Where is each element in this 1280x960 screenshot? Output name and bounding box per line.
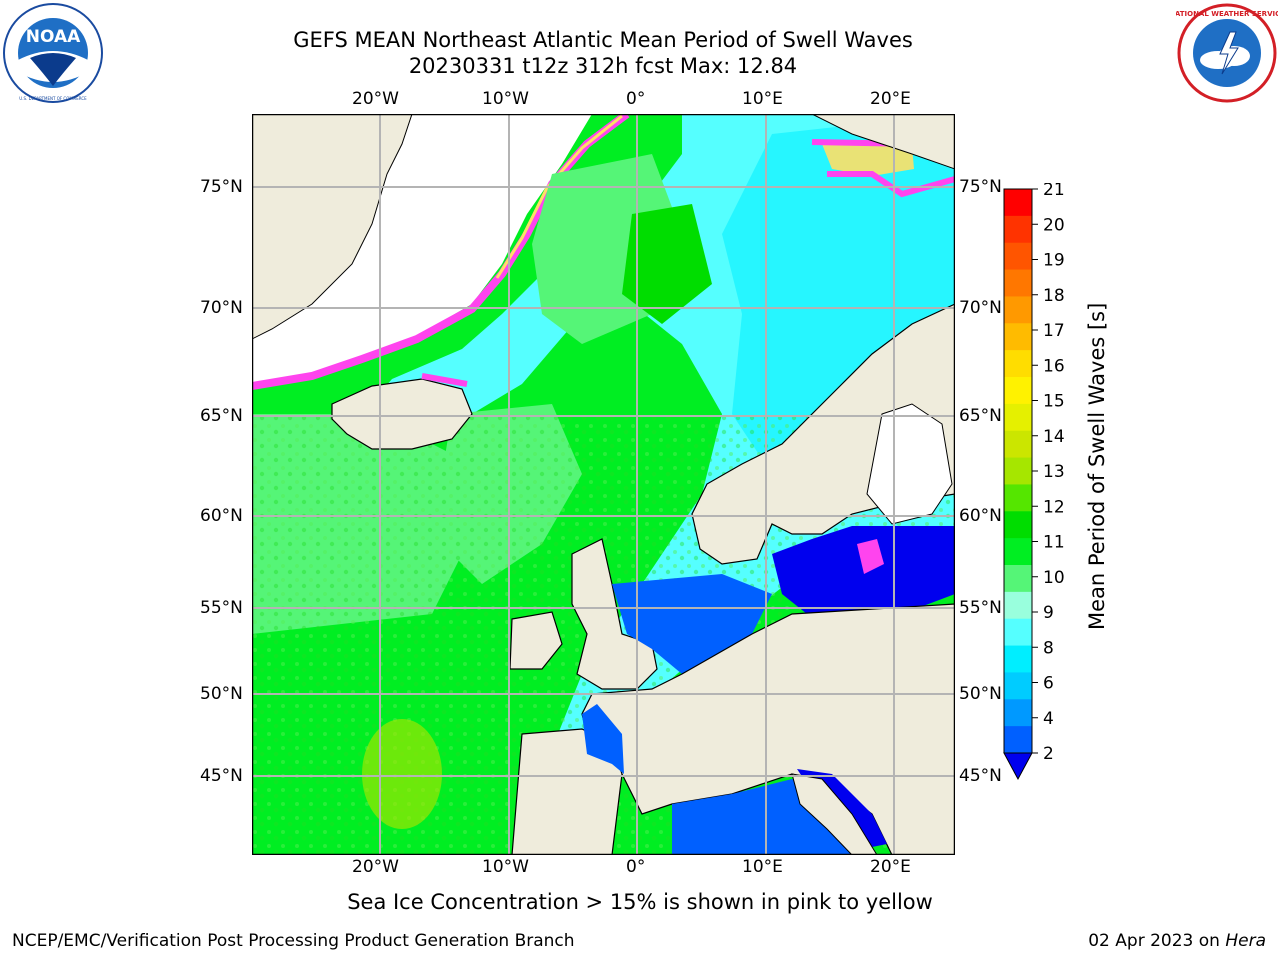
noaa-ring-text: U.S. DEPARTMENT OF COMMERCE (19, 96, 87, 101)
colorbar-tick-label: 9 (1043, 603, 1054, 623)
lat-label-55n-right: 55°N (959, 598, 1002, 618)
map-title: GEFS MEAN Northeast Atlantic Mean Period… (293, 28, 913, 52)
colorbar-tick-label: 14 (1043, 427, 1065, 447)
colorbar-swatch (1004, 377, 1032, 405)
colorbar-swatch (1004, 457, 1032, 485)
baltic-sea (772, 526, 955, 624)
colorbar-swatch (1004, 618, 1032, 647)
colorbar-tick-label: 13 (1043, 462, 1065, 482)
ireland-land (509, 611, 563, 670)
lon-label-20w-bottom: 20°W (352, 857, 399, 877)
colorbar-swatch (1004, 672, 1032, 700)
colorbar: 21 20 19 18 17 16 15 14 13 12 11 10 9 8 6 4 2 (1003, 183, 1065, 781)
lat-label-50n: 50°N (200, 684, 243, 704)
colorbar-tick-label: 6 (1043, 674, 1054, 694)
lat-label-75n-right: 75°N (959, 177, 1002, 197)
footer-date: 02 Apr 2023 on Hera (1088, 931, 1266, 951)
swell-period-map (252, 114, 955, 855)
nws-logo: NATIONAL WEATHER SERVICE (1176, 3, 1278, 103)
colorbar-swatch (1004, 591, 1032, 620)
sea-ice-caption: Sea Ice Concentration > 15% is shown in … (347, 890, 933, 914)
lat-label-45n-right: 45°N (959, 766, 1002, 786)
colorbar-swatch (1004, 350, 1032, 378)
colorbar-tick-label: 15 (1043, 392, 1065, 412)
lat-label-65n: 65°N (200, 406, 243, 426)
lat-label-70n-right: 70°N (959, 298, 1002, 318)
footer-credit: NCEP/EMC/Verification Post Processing Pr… (12, 931, 575, 951)
colorbar-swatch (1004, 565, 1032, 593)
colorbar-swatch (1004, 269, 1032, 297)
lon-label-10w: 10°W (482, 89, 529, 109)
colorbar-swatch (1004, 484, 1032, 512)
colorbar-swatch (1004, 726, 1032, 754)
lat-label-55n: 55°N (200, 598, 243, 618)
iceland-land (331, 378, 473, 450)
colorbar-tick-label: 21 (1043, 183, 1065, 200)
lat-label-45n: 45°N (200, 766, 243, 786)
lon-label-20w: 20°W (352, 89, 399, 109)
colorbar-swatch (1004, 296, 1032, 324)
lon-label-10e: 10°E (742, 89, 783, 109)
lon-label-10w-bottom: 10°W (482, 857, 529, 877)
colorbar-tick-label: 17 (1043, 321, 1065, 341)
graticule (252, 114, 955, 855)
lon-label-20e-bottom: 20°E (870, 857, 911, 877)
colorbar-swatch (1004, 645, 1032, 673)
colorbar-label: Mean Period of Swell Waves [s] (1085, 302, 1109, 630)
swell-11-12s-patch (362, 719, 442, 829)
colorbar-tick-label: 20 (1043, 215, 1065, 235)
colorbar-tick-label: 11 (1043, 533, 1065, 553)
lat-label-65n-right: 65°N (959, 406, 1002, 426)
lat-label-50n-right: 50°N (959, 684, 1002, 704)
colorbar-tick-label: 18 (1043, 286, 1065, 306)
lat-label-60n: 60°N (200, 506, 243, 526)
colorbar-swatch (1004, 323, 1032, 351)
greenland-land (252, 114, 413, 340)
colorbar-swatch (1004, 699, 1032, 727)
map-subtitle: 20230331 t12z 312h fcst Max: 12.84 (408, 54, 798, 78)
colorbar-tick-label: 8 (1043, 638, 1054, 658)
colorbar-tick-label: 4 (1043, 709, 1054, 729)
noaa-logo: NOAA U.S. DEPARTMENT OF COMMERCE (3, 3, 103, 103)
colorbar-swatch (1004, 430, 1032, 459)
north-sea (612, 574, 772, 674)
lat-label-60n-right: 60°N (959, 506, 1002, 526)
map-frame (252, 114, 955, 855)
lon-label-0-bottom: 0° (626, 857, 646, 877)
footer-date-text: 02 Apr 2023 on (1088, 931, 1226, 951)
colorbar-extend-arrow (1003, 752, 1033, 781)
lon-label-0: 0° (626, 89, 646, 109)
colorbar-tick-label: 19 (1043, 251, 1065, 271)
colorbar-tick-label: 10 (1043, 568, 1065, 588)
colorbar-swatch (1004, 538, 1032, 566)
lon-label-20e: 20°E (870, 89, 911, 109)
lat-label-75n: 75°N (200, 177, 243, 197)
lat-label-70n: 70°N (200, 298, 243, 318)
colorbar-tick-label: 16 (1043, 356, 1065, 376)
svg-text:NATIONAL WEATHER SERVICE: NATIONAL WEATHER SERVICE (1176, 10, 1278, 18)
colorbar-swatch (1004, 511, 1032, 539)
colorbar-tick-label: 2 (1043, 744, 1054, 764)
colorbar-swatch (1004, 242, 1032, 271)
colorbar-swatch (1004, 403, 1032, 432)
colorbar-tick-label: 12 (1043, 497, 1065, 517)
colorbar-swatch (1004, 215, 1032, 244)
footer-host: Hera (1225, 931, 1266, 951)
lon-label-10e-bottom: 10°E (742, 857, 783, 877)
colorbar-swatch (1004, 189, 1032, 217)
svg-text:NOAA: NOAA (26, 27, 81, 47)
great-britain-land (571, 538, 658, 690)
